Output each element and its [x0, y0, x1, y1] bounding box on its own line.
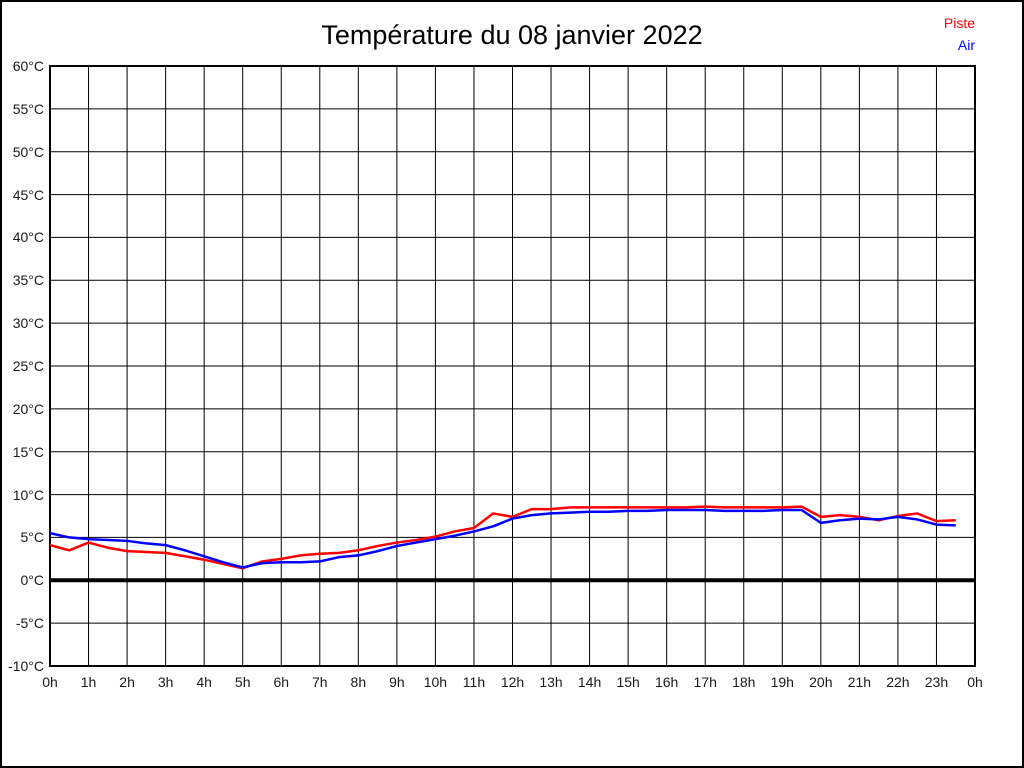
x-tick-label: 16h [654, 674, 679, 690]
x-tick-label: 23h [924, 674, 949, 690]
plot-frame [49, 65, 976, 667]
y-tick-label: 45°C [12, 186, 44, 203]
y-tick-label: 10°C [12, 486, 44, 503]
x-tick-label: 0h [42, 674, 58, 690]
x-tick-label: 17h [693, 674, 717, 690]
y-tick-label: 40°C [12, 229, 44, 246]
y-tick-label: 35°C [12, 272, 44, 289]
y-tick-label: 60°C [12, 58, 44, 74]
x-tick-label: 10h [423, 674, 448, 690]
y-tick-label: 5°C [20, 529, 45, 546]
y-tick-label: 0°C [20, 572, 45, 589]
y-tick-label: 55°C [12, 100, 44, 117]
x-tick-label: 11h [462, 674, 486, 690]
x-tick-label: 21h [847, 674, 872, 690]
x-tick-label: 19h [770, 674, 794, 690]
x-tick-label: 5h [234, 674, 251, 690]
x-tick-label: 3h [157, 674, 174, 690]
y-tick-label: 15°C [12, 443, 44, 460]
x-tick-label: 12h [500, 674, 525, 690]
x-tick-label: 9h [389, 674, 405, 690]
x-tick-label: 20h [809, 674, 833, 690]
y-tick-label: 50°C [12, 143, 44, 160]
x-tick-label: 2h [119, 674, 135, 690]
series-line-piste [49, 505, 956, 570]
x-tick-label: 13h [539, 674, 563, 690]
x-tick-label: 7h [311, 674, 328, 690]
legend: Piste Air [944, 12, 975, 56]
y-tick-label: 20°C [12, 400, 44, 417]
x-tick-label: 18h [732, 674, 756, 690]
x-tick-label: 0h [967, 674, 983, 690]
x-tick-label: 14h [577, 674, 602, 690]
y-tick-label: 25°C [12, 358, 44, 374]
y-tick-label: -10°C [8, 658, 44, 674]
legend-label-piste: Piste [943, 15, 975, 31]
x-tick-label: 22h [886, 674, 910, 690]
y-tick-label: 30°C [12, 315, 44, 332]
x-tick-label: 15h [616, 674, 640, 690]
legend-label-air: Air [957, 37, 975, 53]
chart-title: Température du 08 janvier 2022 [321, 20, 703, 50]
x-tick-label: 1h [80, 674, 97, 690]
x-tick-label: 8h [350, 674, 367, 690]
x-tick-label: 6h [273, 674, 290, 690]
y-tick-label: -5°C [15, 615, 44, 632]
series-line-air [49, 508, 956, 569]
x-tick-label: 4h [196, 674, 212, 690]
